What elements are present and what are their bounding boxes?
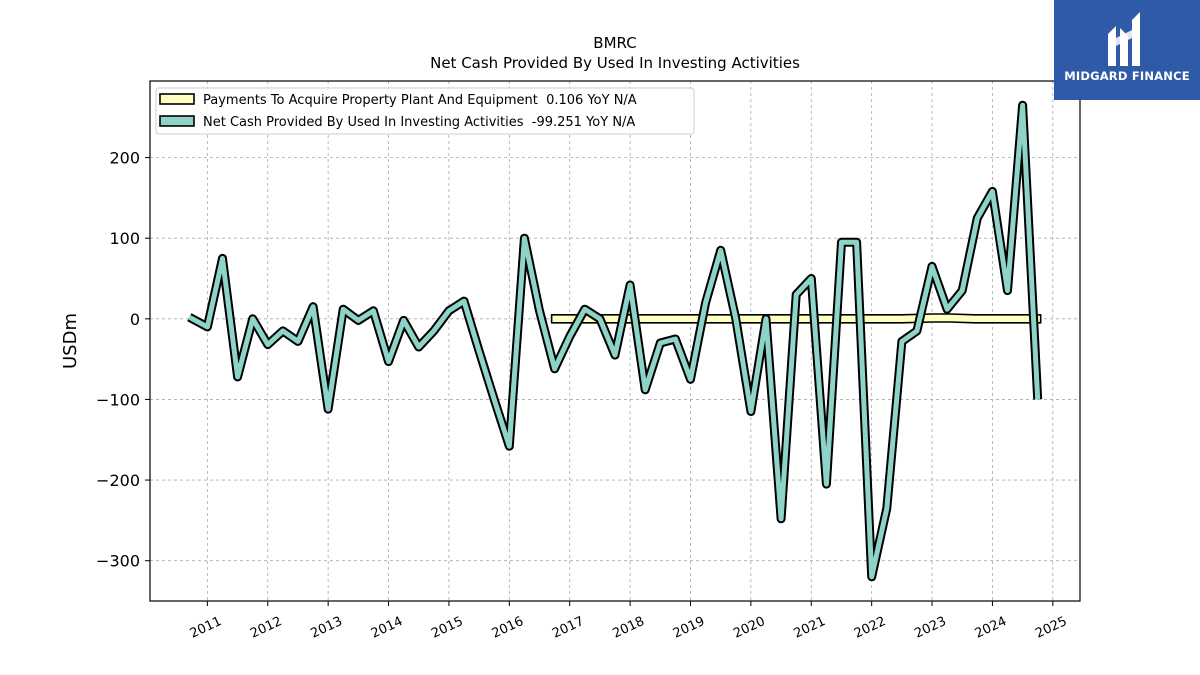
series-net-cash-point [478, 350, 480, 352]
series-net-cash-point [886, 507, 888, 509]
series-net-cash-point [916, 330, 918, 332]
series-net-cash-point [659, 342, 661, 344]
x-tick-label: 2017 [550, 614, 586, 642]
axes: −300 −200 −100 0 100 200 2011 2012 2013 2014 2015 2… [96, 149, 1069, 642]
series-net-cash-point [961, 290, 963, 292]
series-net-cash-point [206, 326, 208, 328]
series-net-cash-point [614, 354, 616, 356]
x-tick-label: 2020 [731, 614, 767, 642]
series-net-cash-point [644, 389, 646, 391]
series-net-cash-point [252, 318, 254, 320]
y-tick-label: 100 [109, 229, 140, 248]
series-net-cash-point [539, 310, 541, 312]
series-net-cash-point [720, 249, 722, 251]
series-net-cash-point [795, 294, 797, 296]
series-net-cash-point [931, 265, 933, 267]
x-tick-label: 2013 [309, 614, 345, 642]
series-net-cash-point [991, 190, 993, 192]
series-net-cash-point [342, 308, 344, 310]
series-net-cash-point [267, 344, 269, 346]
series-net-cash-point [237, 376, 239, 378]
series-net-cash-point [297, 340, 299, 342]
series-net-cash-point [282, 330, 284, 332]
series-net-cash-point [493, 398, 495, 400]
x-tick-label: 2014 [369, 614, 405, 642]
series-net-cash-point [554, 368, 556, 370]
y-tick-label: 0 [130, 310, 140, 329]
series-net-cash-point [1037, 398, 1039, 400]
series-net-cash-point [221, 257, 223, 259]
series-net-cash-point [750, 411, 752, 413]
x-tick-label: 2023 [912, 614, 948, 642]
plot-frame [149, 80, 1081, 602]
legend: Payments To Acquire Property Plant And E… [155, 87, 695, 135]
series-net-cash-point [312, 306, 314, 308]
y-tick-label: −100 [96, 390, 140, 409]
x-tick-label: 2015 [429, 614, 465, 642]
series-net-cash-point [674, 338, 676, 340]
series-net-cash-point [433, 330, 435, 332]
series-net-cash-point [584, 308, 586, 310]
series-net-cash-point [372, 310, 374, 312]
series-net-cash-point [388, 361, 390, 363]
series-net-cash-point [327, 408, 329, 410]
x-tick-label: 2025 [1033, 614, 1069, 642]
x-tick-label: 2019 [671, 614, 707, 642]
chart-subtitle: Net Cash Provided By Used In Investing A… [430, 54, 800, 72]
y-tick-label: −300 [96, 552, 140, 571]
y-tick-label: −200 [96, 471, 140, 490]
series-net-cash-point [856, 241, 858, 243]
series-net-cash-point [508, 445, 510, 447]
x-tick-label: 2012 [248, 614, 284, 642]
series-net-cash-point [1007, 290, 1009, 292]
x-tick-label: 2011 [188, 614, 224, 642]
series-net-cash-point [901, 340, 903, 342]
series-net-cash-point [357, 319, 359, 321]
x-tick-label: 2024 [973, 614, 1009, 642]
series-net-cash-point [523, 237, 525, 239]
series-net-cash-point [448, 310, 450, 312]
series-net-cash-point [735, 318, 737, 320]
legend-label-net-cash: Net Cash Provided By Used In Investing A… [203, 115, 635, 130]
series-net-cash-point [705, 302, 707, 304]
series-net-cash-point [810, 278, 812, 280]
series-net-cash-point [871, 576, 873, 578]
series-net-cash-point [765, 318, 767, 320]
series-net-cash-point [599, 318, 601, 320]
series-net-cash-point [403, 319, 405, 321]
legend-frame [155, 87, 695, 135]
series-net-cash-point [689, 378, 691, 380]
series-net-cash-point [840, 241, 842, 243]
series-net-cash-point [780, 518, 782, 520]
series-net-cash-point [976, 217, 978, 219]
series-net-cash-point [1022, 104, 1024, 106]
legend-swatch-net-cash [159, 115, 195, 127]
series-net-cash-point [188, 316, 190, 318]
series-net-cash-point [825, 483, 827, 485]
series-net-cash-point [418, 346, 420, 348]
x-tick-label: 2018 [610, 614, 646, 642]
series-net-cash-point [569, 336, 571, 338]
series-net-cash-point [946, 308, 948, 310]
series-layer [187, 100, 1043, 582]
legend-swatch-payments [159, 93, 195, 105]
series-net-cash-point [463, 300, 465, 302]
x-tick-label: 2021 [792, 614, 828, 642]
y-tick-label: 200 [109, 149, 140, 168]
midgard-finance-logo: MIDGARD FINANCE [1054, 0, 1200, 100]
brand-name: MIDGARD FINANCE [1064, 69, 1190, 83]
x-tick-label: 2022 [852, 614, 888, 642]
midgard-logo-icon [1108, 12, 1140, 66]
x-tick-label: 2016 [490, 614, 526, 642]
y-axis-label: USDm [60, 313, 81, 369]
chart-title: BMRC [593, 34, 636, 52]
legend-label-payments: Payments To Acquire Property Plant And E… [203, 93, 637, 108]
series-net-cash-point [629, 284, 631, 286]
